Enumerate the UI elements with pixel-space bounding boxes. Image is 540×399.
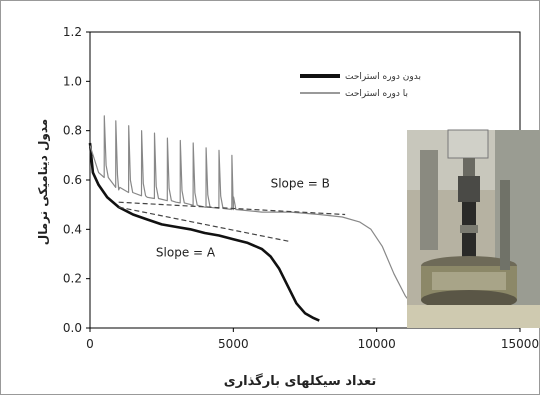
x-axis-label: تعداد سیکلهای بارگذاری (224, 373, 376, 389)
trend-layer (118, 201, 346, 243)
trend-line-1 (118, 206, 291, 243)
series-layer (88, 115, 440, 322)
y-tick-label: 0.0 (63, 321, 82, 335)
series-line-1 (88, 142, 320, 322)
y-tick-label: 1.0 (63, 74, 82, 88)
annotation-label: Slope = A (156, 245, 216, 259)
y-tick-label: 0.8 (63, 124, 82, 138)
legend: بدون دوره استراحت با دوره استراحت (300, 72, 421, 99)
legend-label-series-1: بدون دوره استراحت (345, 72, 421, 82)
y-axis: 0.0 0.2 0.4 0.6 0.8 1.0 1.2 (63, 25, 90, 335)
x-axis: 0 5000 10000 15000 (86, 328, 539, 351)
x-tick-label: 10000 (358, 337, 396, 351)
y-axis-label: مدول دینامیکی نرمال (36, 119, 51, 245)
annotation-label: Slope = B (271, 176, 330, 190)
test-apparatus-photo (407, 129, 540, 328)
series-line-2 (89, 115, 440, 322)
trend-line-2 (118, 201, 346, 216)
y-tick-label: 0.2 (63, 272, 82, 286)
annotation-layer: Slope = A Slope = B (156, 176, 330, 259)
y-tick-label: 0.4 (63, 222, 82, 236)
y-tick-label: 0.6 (63, 173, 82, 187)
y-tick-label: 1.2 (63, 25, 82, 39)
x-tick-label: 5000 (218, 337, 249, 351)
x-tick-label: 15000 (501, 337, 539, 351)
legend-label-series-2: با دوره استراحت (345, 89, 408, 99)
x-tick-label: 0 (86, 337, 94, 351)
